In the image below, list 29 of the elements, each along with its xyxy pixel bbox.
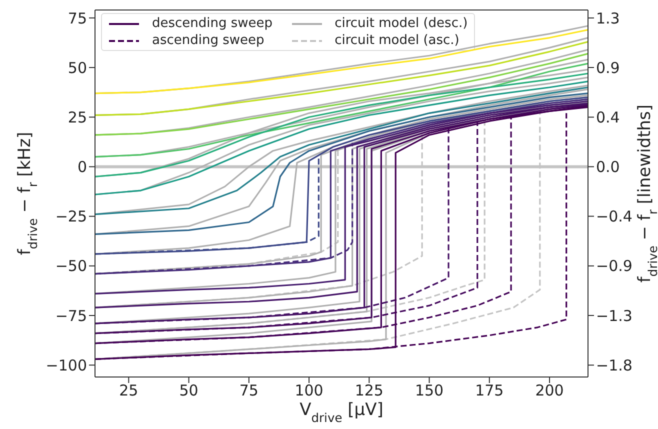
y-tick-label: 75: [68, 9, 87, 28]
x-tick-label: 75: [239, 382, 258, 400]
x-tick-label: 25: [119, 382, 138, 400]
y2-tick-label: 0.0: [596, 158, 620, 176]
y-tick-label: 50: [68, 58, 87, 77]
y2-tick-label: −1.8: [596, 356, 632, 374]
y2-tick-label: 1.3: [596, 9, 620, 28]
y2-tick-label: 0.4: [596, 108, 620, 126]
y2-tick-label: 0.9: [596, 58, 620, 77]
y2-tick-label: −1.3: [596, 306, 632, 325]
x-tick-label: 50: [179, 382, 198, 400]
y-tick-label: −25: [55, 208, 87, 226]
x-axis-title: V$_{drive}$ [µV]: [300, 400, 384, 425]
y-tick-label: −100: [46, 356, 87, 374]
legend-label: circuit model (asc.): [334, 32, 460, 49]
legend-label: circuit model (desc.): [334, 15, 468, 32]
y2-tick-label: −0.9: [596, 257, 632, 276]
y-tick-label: −75: [55, 306, 87, 325]
x-tick-label: 100: [294, 382, 324, 400]
y-tick-label: 0: [77, 158, 87, 176]
y-tick-label: −50: [55, 257, 87, 276]
y-tick-label: 25: [68, 108, 87, 126]
x-tick-label: 200: [535, 382, 564, 400]
legend-label: ascending sweep: [152, 32, 264, 49]
x-tick-label: 150: [414, 382, 444, 400]
y2-tick-label: −0.4: [596, 208, 632, 226]
x-tick-label: 125: [354, 382, 384, 400]
legend-label: descending sweep: [152, 15, 273, 32]
x-tick-label: 175: [475, 382, 504, 400]
